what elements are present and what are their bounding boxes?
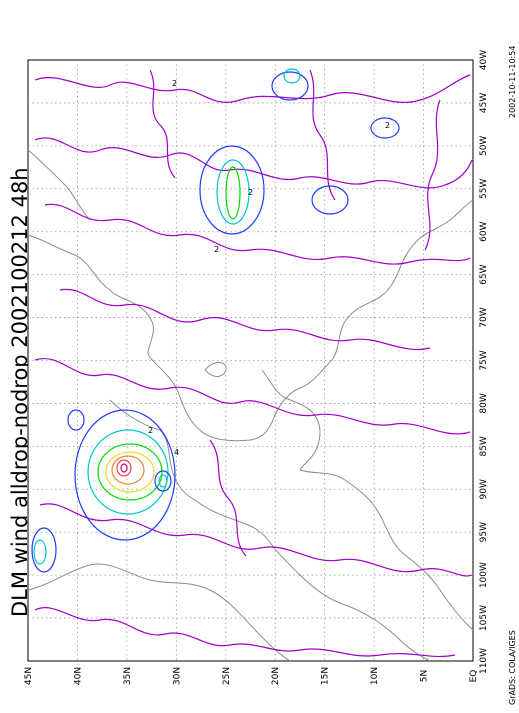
contour-label: 2 bbox=[148, 426, 153, 435]
contour-label: 2 bbox=[248, 188, 253, 197]
lat-tick-label: 35N bbox=[123, 667, 133, 685]
contour-level-1 bbox=[34, 358, 471, 435]
contour-level-1 bbox=[34, 74, 471, 104]
lat-tick-label: EQ bbox=[469, 670, 479, 683]
contour-label: 4 bbox=[174, 448, 179, 457]
contour-level-2 bbox=[154, 470, 172, 492]
contour-level-7 bbox=[116, 459, 132, 477]
lon-tick-label: 75W bbox=[479, 350, 489, 370]
lon-tick-label: 80W bbox=[479, 393, 489, 413]
contour-level-2 bbox=[271, 71, 309, 101]
lon-tick-label: 95W bbox=[479, 522, 489, 542]
contour-level-1 bbox=[59, 288, 431, 350]
contour-level-1 bbox=[209, 439, 247, 557]
contour-level-1 bbox=[424, 99, 441, 251]
lon-tick-label: 45W bbox=[479, 93, 489, 113]
contour-level-3 bbox=[87, 429, 169, 515]
credit-label: GrADS: COLA/IGES bbox=[508, 630, 517, 705]
lon-tick-label: 65W bbox=[479, 264, 489, 284]
contour-labels: 2 2 2 4 2 2 bbox=[148, 79, 390, 457]
contour-level-2 bbox=[31, 527, 57, 573]
contour-level-1 bbox=[34, 607, 456, 658]
lon-tick-label: 90W bbox=[479, 479, 489, 499]
lon-tick-label: 50W bbox=[479, 136, 489, 156]
contour-level-2 bbox=[74, 409, 176, 541]
lat-tick-label: 5N bbox=[420, 670, 430, 682]
contour-level-3 bbox=[283, 68, 301, 84]
lat-tick-label: 25N bbox=[222, 667, 232, 685]
coastline-caribbean bbox=[299, 469, 474, 631]
lat-axis-labels: 45N 40N 35N 30N 25N 20N 15N 10N 5N EQ bbox=[24, 667, 479, 685]
lon-tick-label: 105W bbox=[479, 605, 489, 631]
lon-tick-label: 100W bbox=[479, 562, 489, 588]
lon-tick-label: 60W bbox=[479, 221, 489, 241]
contour-label: 2 bbox=[172, 79, 177, 88]
coastline-south bbox=[27, 563, 291, 662]
contour-level-3 bbox=[158, 474, 168, 488]
contour-level-5 bbox=[105, 451, 155, 493]
lat-tick-label: 30N bbox=[172, 667, 182, 685]
coastline-island bbox=[204, 361, 227, 378]
lon-tick-label: 70W bbox=[479, 307, 489, 327]
lat-tick-label: 10N bbox=[370, 667, 380, 685]
contour-level-4 bbox=[225, 166, 241, 220]
map-frame bbox=[27, 59, 474, 662]
contour-level-1 bbox=[309, 69, 336, 201]
lat-tick-label: 15N bbox=[321, 667, 331, 685]
contour-level-1 bbox=[39, 503, 473, 577]
lon-tick-label: 55W bbox=[479, 179, 489, 199]
contour-label: 2 bbox=[385, 121, 390, 130]
coastline-north bbox=[27, 199, 474, 442]
lat-tick-label: 45N bbox=[24, 667, 34, 685]
contour-level-2 bbox=[67, 409, 85, 431]
contour-level-2 bbox=[311, 185, 349, 215]
lat-tick-label: 20N bbox=[271, 667, 281, 685]
contour-level-1 bbox=[44, 203, 471, 265]
lon-axis-labels: 40W 45W 50W 55W 60W 65W 70W 75W 80W 85W 90W 95W 100W… bbox=[479, 50, 489, 674]
contour-level-3 bbox=[33, 539, 47, 565]
contour-level-6 bbox=[111, 455, 145, 485]
coastline-canada bbox=[27, 149, 91, 221]
contour-level-3 bbox=[216, 159, 250, 225]
contour-level-4 bbox=[97, 443, 163, 501]
lon-tick-label: 110W bbox=[479, 648, 489, 674]
lat-tick-label: 40N bbox=[73, 667, 83, 685]
contour-level-1 bbox=[34, 137, 473, 189]
contour-level-2 bbox=[370, 117, 400, 139]
lon-tick-label: 40W bbox=[479, 50, 489, 70]
contour-level-1 bbox=[149, 69, 176, 179]
contour-level-2 bbox=[199, 145, 265, 235]
coastlines bbox=[27, 149, 474, 662]
contour-label: 2 bbox=[214, 245, 219, 254]
contours bbox=[31, 68, 473, 658]
coastline-gulf bbox=[109, 399, 431, 662]
lon-tick-label: 85W bbox=[479, 436, 489, 456]
contour-level-8 bbox=[120, 463, 128, 473]
timestamp: 2002-10-11-10:54 bbox=[508, 46, 517, 118]
coastline-florida bbox=[261, 369, 321, 471]
